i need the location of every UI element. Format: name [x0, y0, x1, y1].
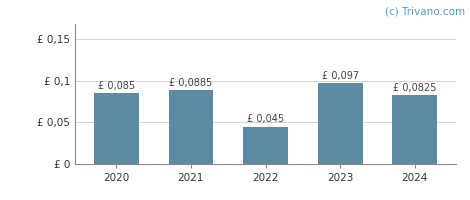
Bar — [243, 127, 288, 164]
Text: £ 0,0825: £ 0,0825 — [393, 83, 437, 93]
Bar — [318, 83, 362, 164]
Text: (c) Trivano.com: (c) Trivano.com — [385, 6, 465, 16]
Bar — [94, 93, 139, 164]
Text: £ 0,0885: £ 0,0885 — [169, 78, 212, 88]
Bar — [392, 95, 437, 164]
Text: £ 0,045: £ 0,045 — [247, 114, 284, 124]
Text: £ 0,085: £ 0,085 — [98, 81, 135, 91]
Bar — [169, 90, 213, 164]
Text: £ 0,097: £ 0,097 — [321, 71, 359, 81]
